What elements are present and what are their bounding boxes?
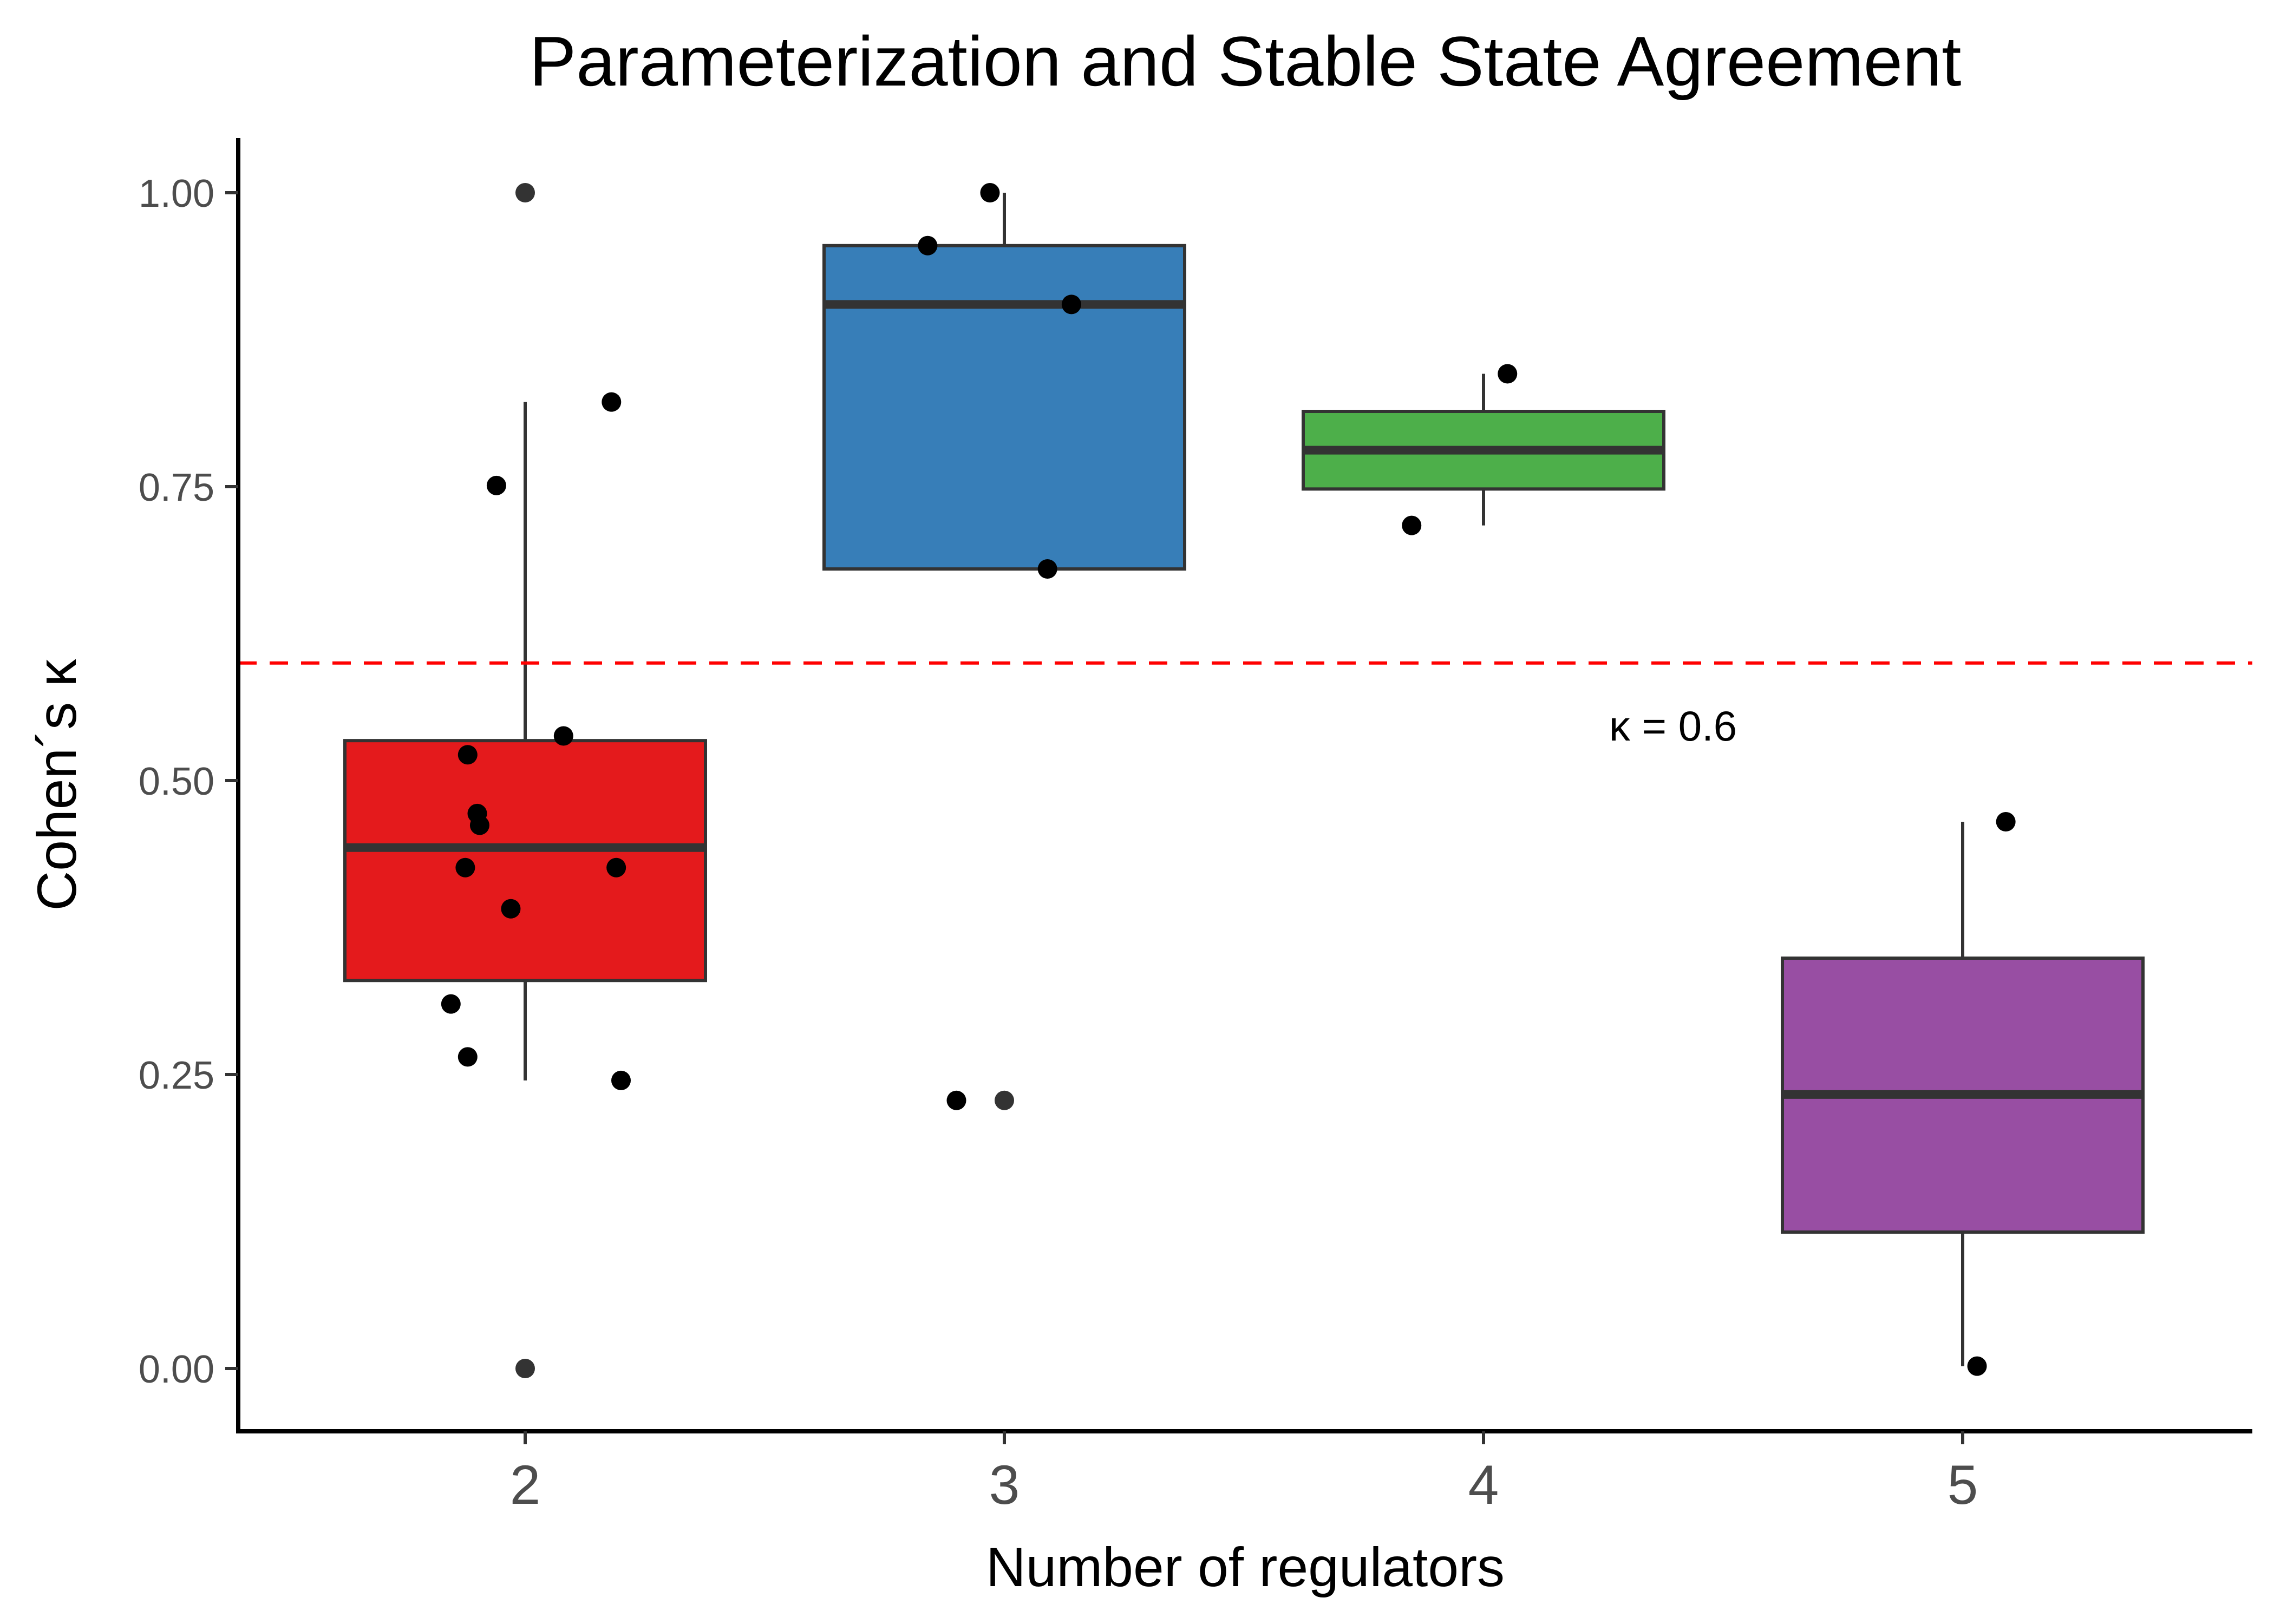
y-tick-label: 0.50 (139, 760, 214, 803)
box-group-4 (1302, 374, 1665, 526)
data-point (501, 899, 521, 919)
box-group-3 (822, 193, 1186, 571)
box-3 (822, 244, 1186, 571)
outlier-point (515, 183, 535, 202)
chart-title: Parameterization and Stable State Agreem… (530, 22, 1962, 101)
data-point (441, 994, 461, 1014)
box-group-5 (1781, 822, 2145, 1366)
reference-line-label: κ = 0.6 (1609, 702, 1737, 750)
data-point (1402, 515, 1422, 535)
data-point (980, 183, 1000, 202)
outlier-point (515, 1359, 535, 1378)
y-axis-ticks: 0.00 0.25 0.50 0.75 1.00 (139, 172, 238, 1391)
data-point (486, 475, 506, 495)
x-tick-label: 2 (510, 1454, 541, 1516)
y-tick-label: 0.25 (139, 1054, 214, 1097)
y-tick-label: 0.00 (139, 1348, 214, 1391)
data-point (1996, 812, 2016, 832)
box-group-2 (343, 402, 707, 1081)
x-tick-label: 5 (1948, 1454, 1978, 1516)
y-tick-label: 0.75 (139, 466, 214, 509)
outlier-point (995, 1090, 1014, 1110)
x-tick-label: 4 (1468, 1454, 1499, 1516)
data-point (1498, 364, 1518, 384)
y-axis-title: Cohen´s κ (26, 659, 88, 911)
data-point (602, 392, 622, 412)
data-point (469, 815, 489, 835)
data-point (1037, 559, 1057, 579)
data-point (458, 1047, 478, 1067)
x-tick-label: 3 (989, 1454, 1020, 1516)
x-axis-title: Number of regulators (986, 1536, 1505, 1598)
data-point (458, 745, 478, 765)
box-2 (343, 739, 707, 983)
data-point (918, 235, 938, 256)
data-point (1967, 1356, 1987, 1376)
data-point (1061, 294, 1081, 315)
data-point (606, 857, 626, 878)
x-axis-ticks: 2 3 4 5 (510, 1431, 1978, 1516)
data-point (611, 1070, 631, 1090)
data-point (553, 726, 573, 746)
data-point (946, 1090, 966, 1110)
data-point (455, 857, 475, 878)
plot-area: κ = 0.6 (238, 183, 2252, 1378)
y-tick-label: 1.00 (139, 172, 214, 215)
